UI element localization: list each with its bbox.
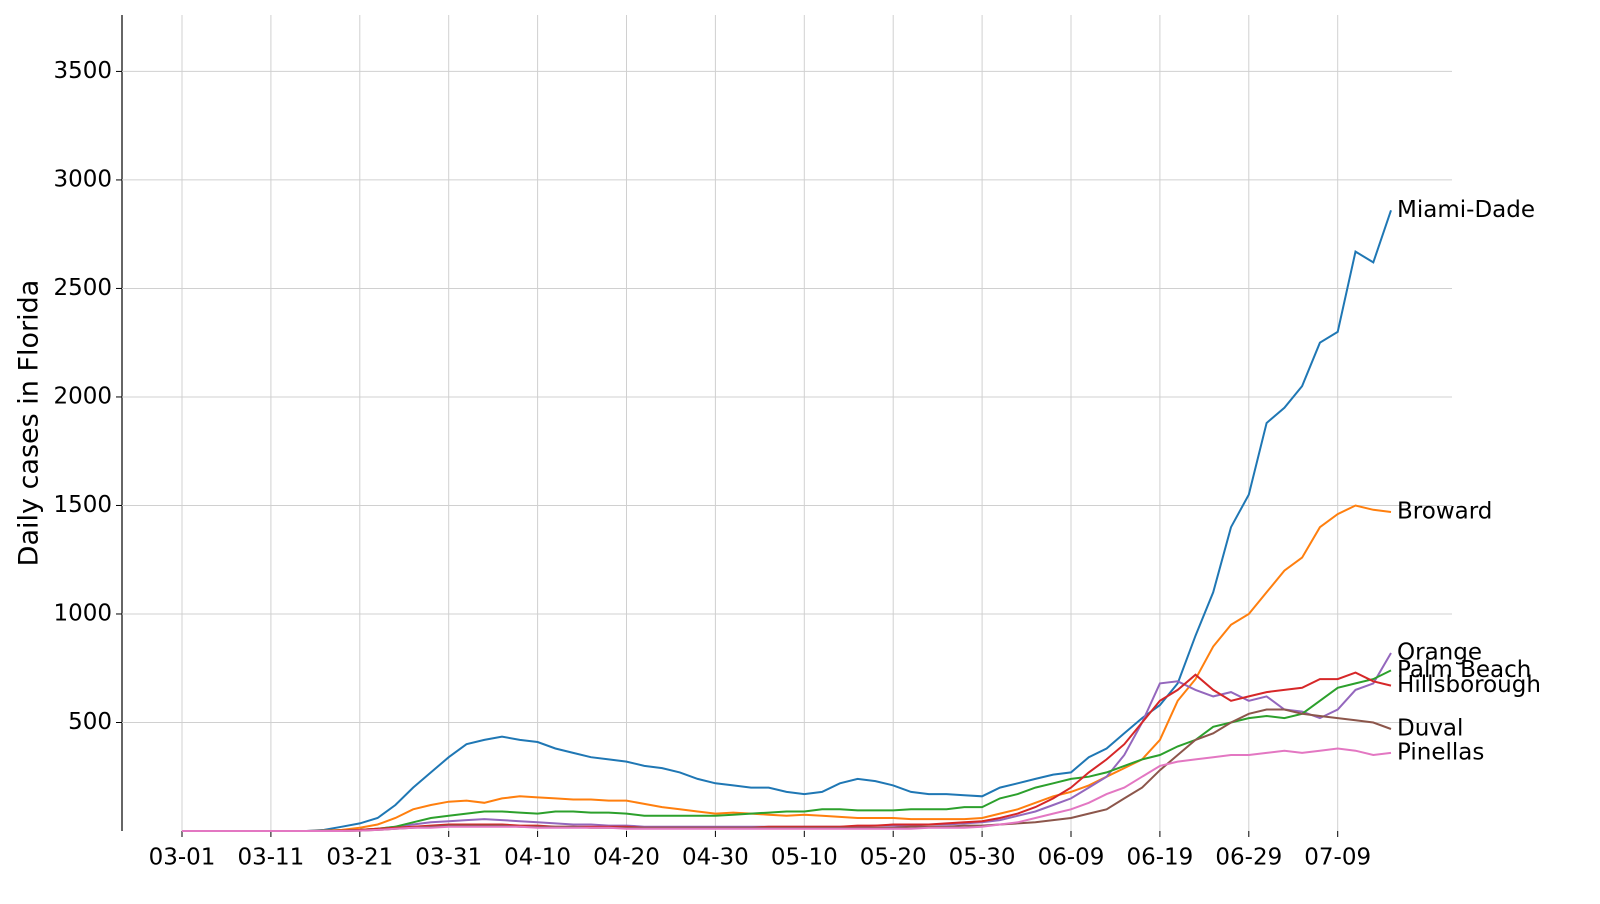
y-tick-label: 500 <box>68 709 112 735</box>
series-line <box>182 671 1392 832</box>
series-line <box>182 209 1392 832</box>
x-tick-label: 05-20 <box>860 845 927 871</box>
y-tick-label: 1000 <box>53 600 112 626</box>
x-tick-label: 04-10 <box>504 845 571 871</box>
series-label: Broward <box>1397 498 1492 524</box>
series-line <box>182 708 1392 832</box>
x-tick-label: 03-31 <box>415 845 482 871</box>
series-line <box>182 747 1392 832</box>
series-label: Pinellas <box>1397 739 1484 765</box>
series-label: Hillsborough <box>1397 672 1541 698</box>
series-line <box>182 652 1392 832</box>
x-tick-label: 04-20 <box>593 845 660 871</box>
x-tick-label: 06-19 <box>1126 845 1193 871</box>
x-tick-label: 06-29 <box>1215 845 1282 871</box>
x-tick-label: 04-30 <box>682 845 749 871</box>
x-tick-label: 05-10 <box>771 845 838 871</box>
x-tick-label: 07-09 <box>1304 845 1371 871</box>
series-label: Miami-Dade <box>1397 197 1535 223</box>
x-tick-label: 03-01 <box>149 845 216 871</box>
x-tick-label: 06-09 <box>1038 845 1105 871</box>
y-axis-label: Daily cases in Florida <box>14 280 45 567</box>
series-label: Orange <box>1397 640 1482 666</box>
x-tick-label: 03-21 <box>326 845 393 871</box>
x-tick-label: 03-11 <box>237 845 304 871</box>
y-tick-label: 2000 <box>53 383 112 409</box>
series-label: Duval <box>1397 716 1463 742</box>
y-tick-label: 2500 <box>53 275 112 301</box>
series-label: Palm Beach <box>1397 657 1531 683</box>
y-tick-label: 3500 <box>53 58 112 84</box>
x-tick-label: 05-30 <box>949 845 1016 871</box>
y-tick-label: 3000 <box>53 166 112 192</box>
series-line <box>182 504 1392 832</box>
y-tick-label: 1500 <box>53 492 112 518</box>
